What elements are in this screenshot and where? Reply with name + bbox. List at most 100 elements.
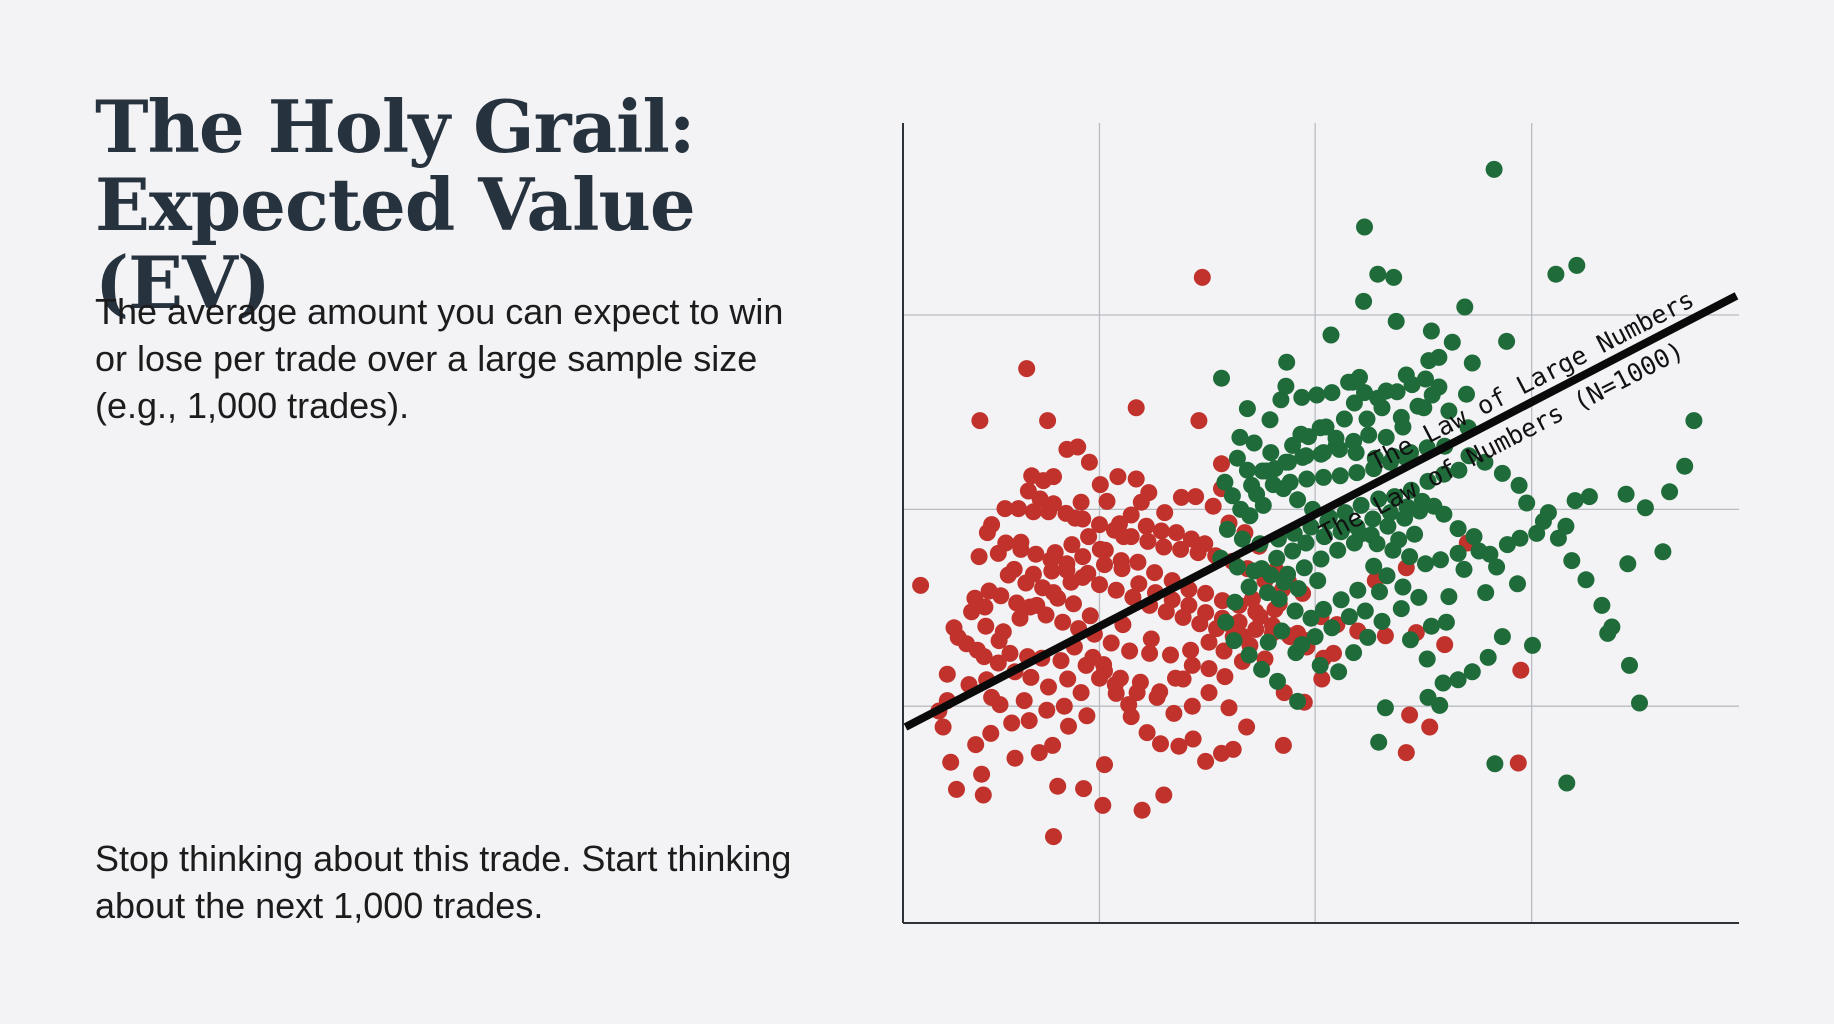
green-data-point xyxy=(1458,385,1475,403)
red-data-point xyxy=(970,548,988,566)
red-data-point xyxy=(1045,468,1062,486)
green-data-point xyxy=(1498,536,1516,554)
red-data-point xyxy=(942,753,960,771)
green-data-point xyxy=(1498,332,1516,350)
slide-title-line-1: The Holy Grail: xyxy=(95,84,695,169)
red-data-point xyxy=(1127,399,1145,417)
green-data-point xyxy=(1360,426,1378,444)
red-data-point xyxy=(1107,684,1125,702)
red-data-point xyxy=(1044,736,1062,754)
green-data-point xyxy=(1293,388,1311,406)
green-data-point xyxy=(1419,688,1437,706)
green-data-point xyxy=(1449,520,1467,538)
green-data-point xyxy=(1319,512,1337,530)
red-data-point xyxy=(967,736,985,754)
green-data-point xyxy=(1368,535,1386,553)
red-data-point xyxy=(971,412,989,430)
red-data-point xyxy=(1031,490,1049,508)
green-data-point xyxy=(1377,428,1395,446)
green-data-point xyxy=(1580,488,1598,506)
red-data-point xyxy=(1183,656,1201,674)
green-data-point xyxy=(1275,573,1293,591)
green-data-point xyxy=(1488,558,1506,576)
green-data-point xyxy=(1369,389,1387,407)
red-data-point xyxy=(1074,548,1092,566)
green-data-point xyxy=(1332,591,1350,609)
green-data-point xyxy=(1386,488,1404,506)
green-data-point xyxy=(1434,674,1452,692)
red-data-point xyxy=(1162,646,1179,664)
green-data-point xyxy=(1463,663,1481,681)
red-data-point xyxy=(1152,735,1169,753)
red-data-point xyxy=(1189,544,1207,562)
red-data-point xyxy=(1080,528,1098,546)
red-data-point xyxy=(980,582,998,600)
green-data-point xyxy=(1440,402,1458,420)
green-data-point xyxy=(1593,596,1611,614)
red-data-point xyxy=(1072,493,1090,511)
red-data-point xyxy=(1096,556,1113,574)
green-data-point xyxy=(1435,505,1453,523)
red-data-point xyxy=(1091,516,1108,534)
green-data-point xyxy=(1621,656,1638,674)
green-data-point xyxy=(1259,633,1277,651)
green-data-point xyxy=(1443,333,1461,351)
red-data-point xyxy=(1046,544,1064,562)
red-data-point xyxy=(1003,714,1021,732)
green-data-point xyxy=(1568,256,1586,274)
green-data-point xyxy=(1315,600,1332,618)
red-data-point xyxy=(1094,796,1112,814)
green-data-point xyxy=(1376,699,1394,717)
red-data-point xyxy=(1230,613,1248,631)
red-data-point xyxy=(1098,492,1116,510)
green-data-point xyxy=(1419,472,1437,490)
red-data-point xyxy=(912,576,930,594)
green-data-point xyxy=(1297,447,1315,465)
green-data-point xyxy=(1440,588,1458,606)
red-data-point xyxy=(1055,697,1073,715)
green-data-point xyxy=(1510,476,1528,494)
red-data-point xyxy=(1107,581,1125,599)
green-data-point xyxy=(1371,583,1388,601)
red-data-point xyxy=(1077,656,1095,674)
green-data-point xyxy=(1511,529,1529,547)
red-data-point xyxy=(1049,777,1067,795)
green-data-point xyxy=(1476,453,1494,471)
green-data-point xyxy=(1378,567,1396,585)
red-data-point xyxy=(1200,684,1218,702)
green-data-point xyxy=(1302,609,1320,627)
green-data-point xyxy=(1240,578,1258,596)
green-data-point xyxy=(1306,628,1324,646)
green-data-point xyxy=(1423,386,1441,404)
green-data-point xyxy=(1315,528,1333,546)
red-data-point xyxy=(1063,536,1081,554)
red-data-point xyxy=(948,780,965,798)
green-data-point xyxy=(1418,650,1436,668)
red-data-point xyxy=(1183,697,1201,715)
red-data-point xyxy=(1091,476,1109,494)
green-data-point xyxy=(1449,671,1467,689)
green-data-point xyxy=(1323,619,1341,637)
red-data-point xyxy=(1421,718,1439,736)
slide-title: The Holy Grail: Expected Value (EV) xyxy=(95,88,855,322)
red-data-point xyxy=(1074,510,1092,528)
red-data-point xyxy=(1184,730,1202,748)
red-data-point xyxy=(1027,545,1045,563)
green-data-point xyxy=(1547,265,1565,283)
red-data-point xyxy=(1091,576,1108,594)
red-points-series xyxy=(912,268,1530,846)
red-data-point xyxy=(1065,595,1082,613)
green-data-point xyxy=(1417,555,1434,573)
red-data-point xyxy=(1054,613,1072,631)
green-data-point xyxy=(1286,602,1304,620)
green-data-point xyxy=(1329,541,1347,559)
red-data-point xyxy=(1040,678,1057,696)
green-data-point xyxy=(1340,608,1358,626)
green-data-point xyxy=(1661,483,1679,501)
red-data-point xyxy=(1130,575,1148,593)
slide-description: The average amount you can expect to win… xyxy=(95,291,784,426)
green-data-point xyxy=(1225,632,1243,650)
red-data-point xyxy=(938,665,956,683)
red-data-point xyxy=(1140,484,1158,502)
